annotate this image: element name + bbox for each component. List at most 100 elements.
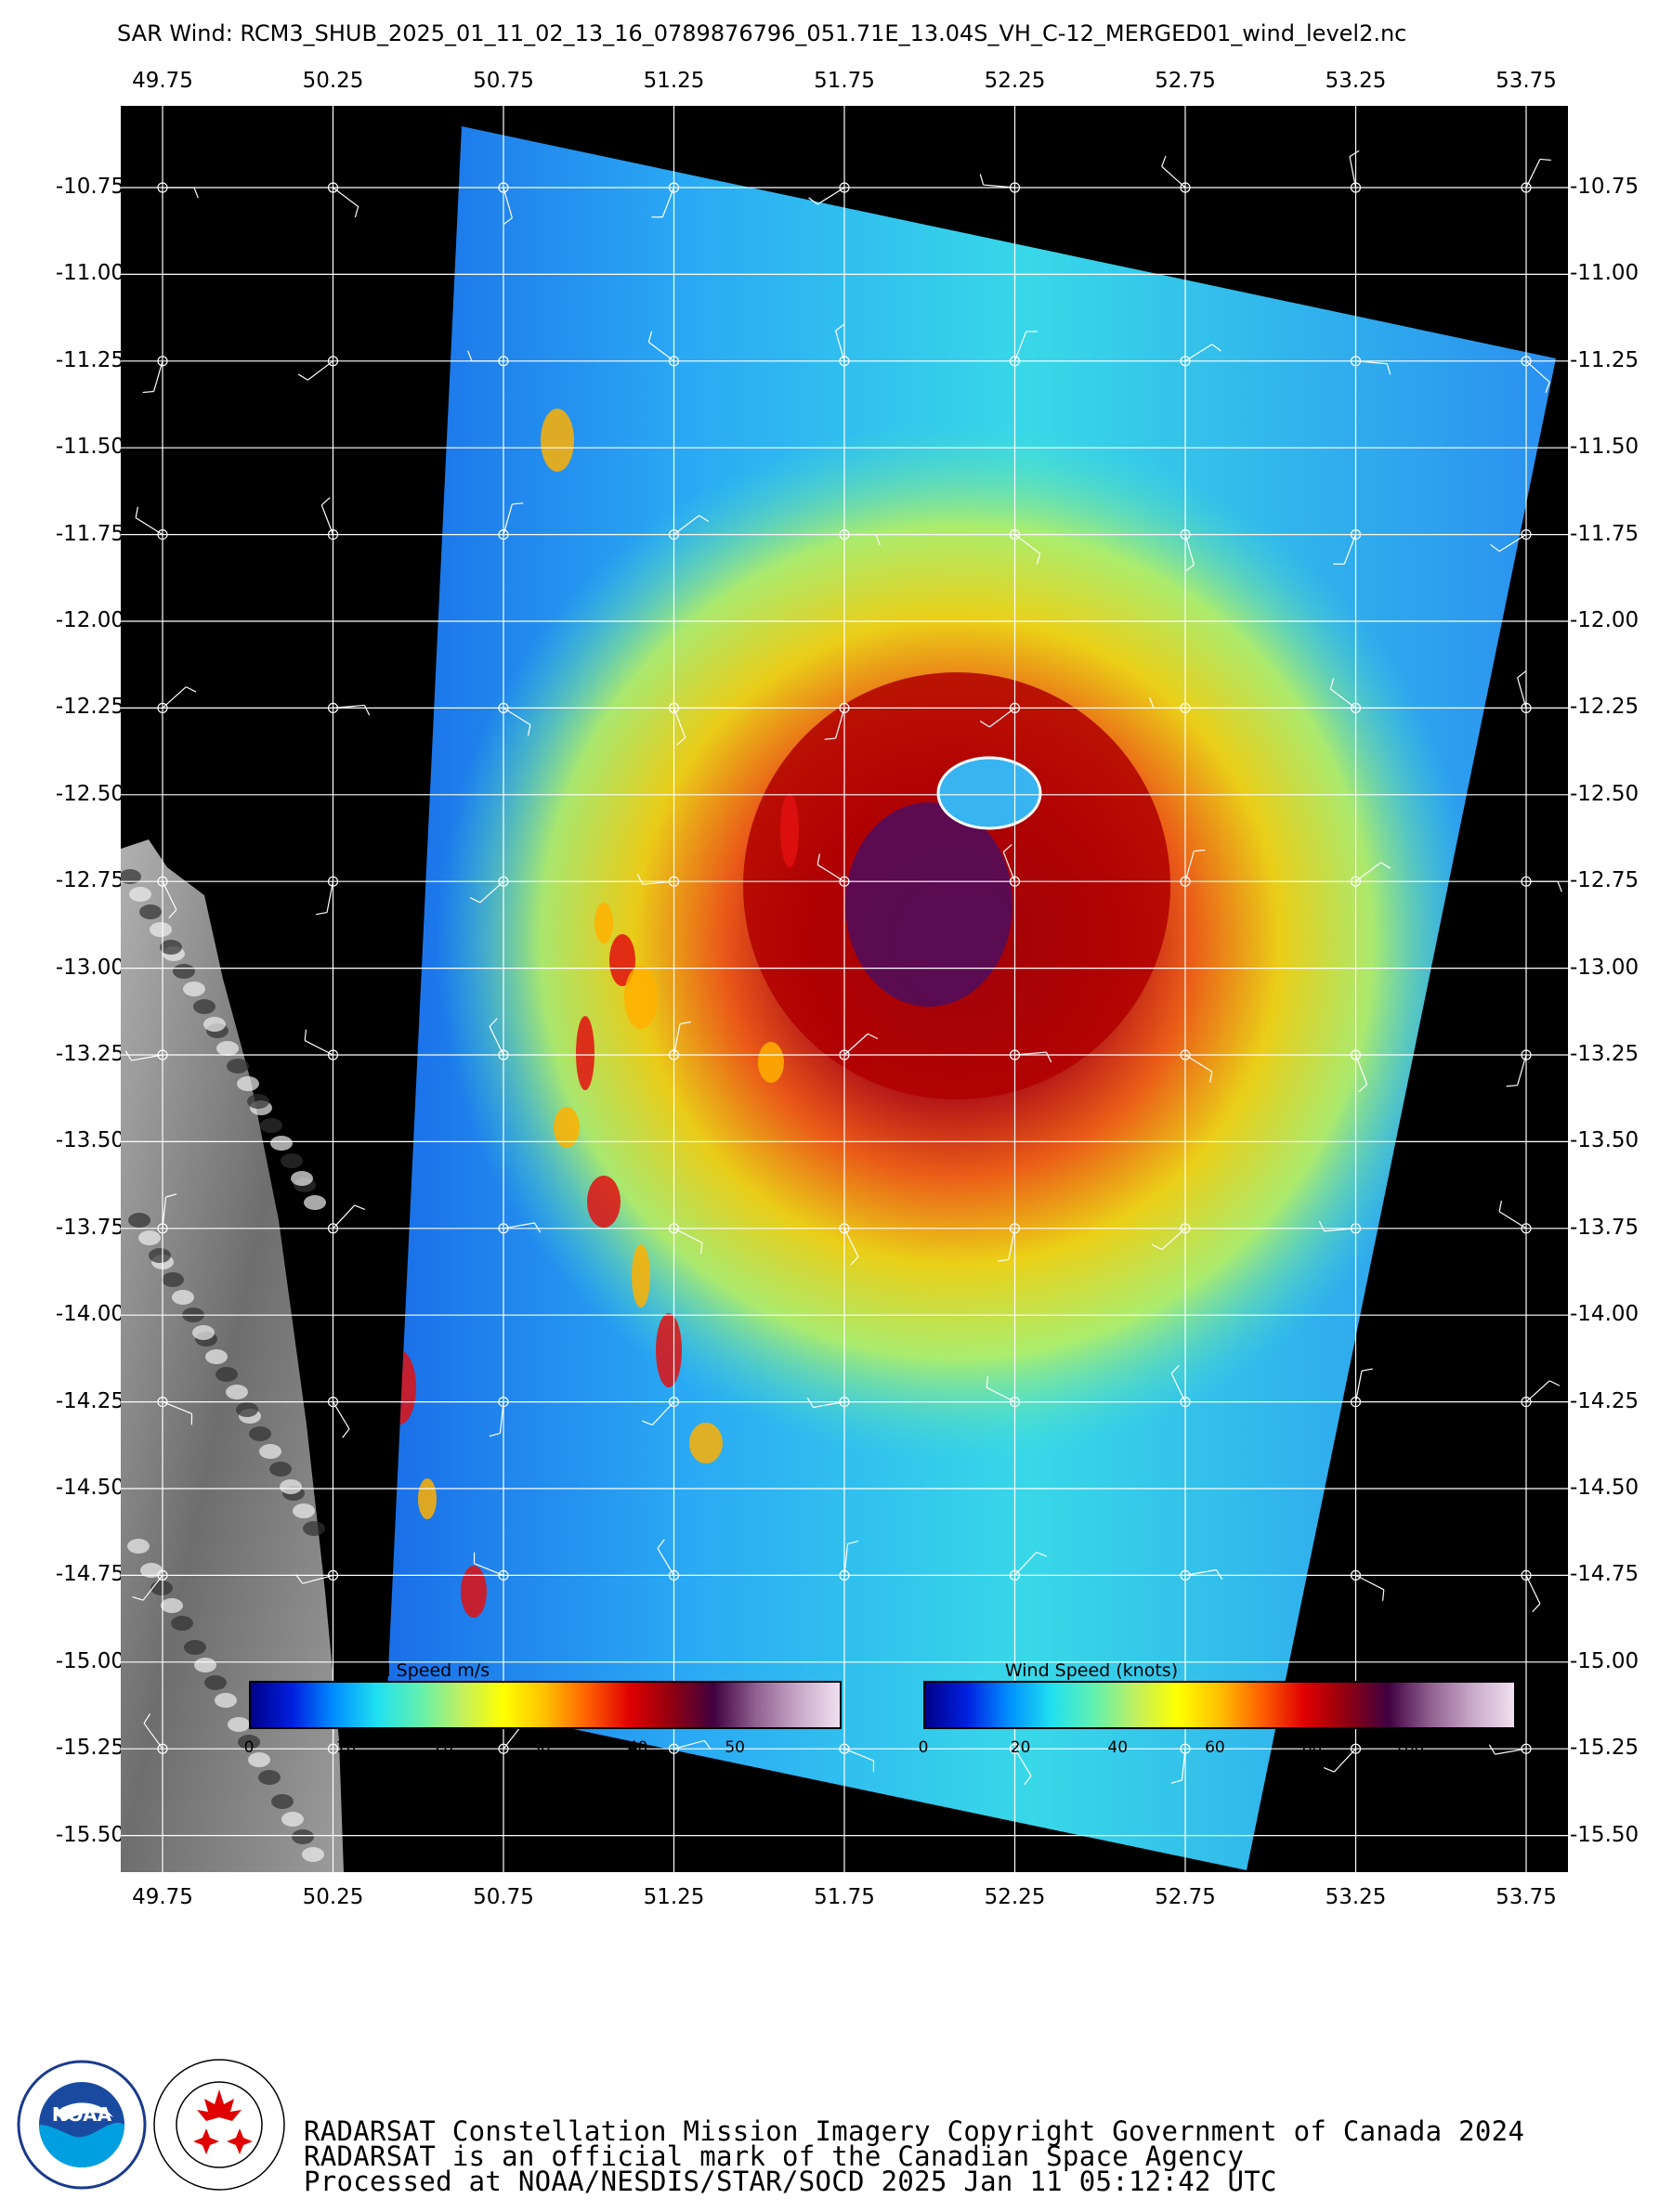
relief-shade <box>248 1752 270 1767</box>
left-lat-label: -12.75 <box>55 868 124 893</box>
wind-barb <box>327 1396 350 1438</box>
left-lat-label: -11.50 <box>55 435 124 460</box>
wind-barb <box>1170 1364 1191 1408</box>
colorbar-knots-bar <box>923 1681 1516 1729</box>
wind-barb <box>1180 1049 1213 1083</box>
wind-barb <box>142 356 168 394</box>
colorbar-ms-title: Wind Speed m/s <box>346 1660 490 1681</box>
relief-shade <box>192 1325 215 1340</box>
left-lat-label: -15.25 <box>55 1736 124 1761</box>
relief-shade <box>238 1735 260 1750</box>
right-lat-label: -14.50 <box>1570 1476 1639 1500</box>
bottom-lon-label: 52.75 <box>1155 1885 1216 1909</box>
colorbar-tick-label: 20 <box>433 1738 454 1757</box>
right-lat-label: -10.75 <box>1570 175 1639 199</box>
wind-barb <box>668 702 686 746</box>
right-lat-label: -14.00 <box>1570 1302 1639 1327</box>
convective-cell <box>541 409 574 472</box>
convective-cell <box>461 1566 487 1618</box>
wind-barb <box>1350 862 1391 887</box>
convective-cell <box>387 1244 394 1308</box>
colorbar-knots-title: Wind Speed (knots) <box>1004 1660 1179 1681</box>
wind-barb <box>1350 1569 1385 1601</box>
wind-barb <box>806 1396 850 1409</box>
wind-barb <box>327 1204 366 1234</box>
top-lon-label: 51.75 <box>814 69 875 93</box>
wind-barb <box>469 876 509 904</box>
relief-shade <box>138 1230 161 1245</box>
wind-barb <box>1498 1200 1532 1234</box>
right-lat-label: -13.75 <box>1570 1215 1639 1240</box>
relief-shade <box>193 999 216 1014</box>
wind-barb <box>143 1713 168 1754</box>
colorbar-tick-label: 0 <box>243 1738 255 1757</box>
wind-barb <box>316 876 339 916</box>
wind-barb <box>657 1539 680 1581</box>
left-lat-label: -11.25 <box>55 347 124 372</box>
wind-barb <box>327 182 359 218</box>
wind-barb <box>1180 849 1206 887</box>
wind-barb <box>835 323 850 367</box>
wind-barb <box>327 702 371 716</box>
relief-shade <box>260 1118 282 1133</box>
wind-barb <box>1349 150 1362 193</box>
image-title: SAR Wind: RCM3_SHUB_2025_01_11_02_13_16_… <box>117 20 1407 46</box>
left-lat-label: -14.25 <box>55 1388 124 1413</box>
wind-barb <box>1180 344 1221 367</box>
wind-barb <box>1521 1380 1561 1408</box>
wind-barb <box>498 702 531 736</box>
wind-barb <box>295 1569 339 1584</box>
relief-shade <box>270 1136 293 1151</box>
relief-shade <box>259 1444 281 1459</box>
relief-shade <box>281 1153 303 1168</box>
wind-barb <box>1488 1743 1532 1755</box>
left-lat-label: -12.50 <box>55 781 124 806</box>
wind-barb <box>839 1033 879 1060</box>
colorbar-tick-label: 40 <box>1107 1738 1129 1757</box>
wind-barb <box>979 174 1021 193</box>
wind-barb <box>1009 529 1041 565</box>
wind-barb <box>651 182 680 218</box>
wind-barb <box>1329 678 1362 714</box>
right-lat-label: -15.25 <box>1570 1736 1639 1761</box>
left-lat-label: -15.00 <box>55 1648 124 1673</box>
relief-shade <box>216 1041 239 1056</box>
convective-cell <box>387 1350 416 1425</box>
top-lon-label: 52.25 <box>984 69 1046 93</box>
wind-barb <box>839 1223 859 1266</box>
relief-shade <box>121 869 141 884</box>
relief-shade <box>236 1402 258 1417</box>
storm-core <box>845 802 1012 1007</box>
convective-cell <box>689 1423 723 1464</box>
wind-barb <box>1009 1049 1052 1063</box>
right-lat-label: -11.00 <box>1570 261 1639 286</box>
wind-barb <box>668 1223 703 1255</box>
wind-barb <box>808 182 850 205</box>
wind-barb <box>998 1223 1021 1262</box>
wind-barb <box>135 506 168 540</box>
wind-map <box>121 106 1568 1872</box>
wind-barb <box>1521 158 1551 193</box>
relief-shade <box>280 1479 302 1494</box>
relief-shade <box>291 1171 313 1186</box>
wind-barb <box>473 1552 509 1581</box>
wind-barb <box>979 702 1021 728</box>
convective-cell <box>594 903 613 943</box>
right-lat-label: -13.50 <box>1570 1128 1639 1153</box>
relief-shade <box>258 1770 281 1785</box>
wind-barb <box>668 1021 691 1060</box>
left-lat-label: -14.00 <box>55 1302 124 1327</box>
wind-barb <box>467 350 509 367</box>
relief-shade <box>162 1272 184 1287</box>
left-lat-label: -13.50 <box>55 1128 124 1153</box>
wind-barb <box>816 853 850 887</box>
right-lat-label: -11.25 <box>1570 347 1639 372</box>
colorbar-tick-label: 30 <box>530 1738 551 1757</box>
right-lat-label: -14.75 <box>1570 1562 1639 1587</box>
wind-barb <box>124 1049 168 1061</box>
wind-barb <box>986 1376 1021 1408</box>
relief-shade <box>227 1059 249 1073</box>
right-lat-label: -12.75 <box>1570 868 1639 893</box>
left-lat-label: -12.25 <box>55 695 124 720</box>
colorbar-tick-label: 20 <box>1010 1738 1031 1757</box>
